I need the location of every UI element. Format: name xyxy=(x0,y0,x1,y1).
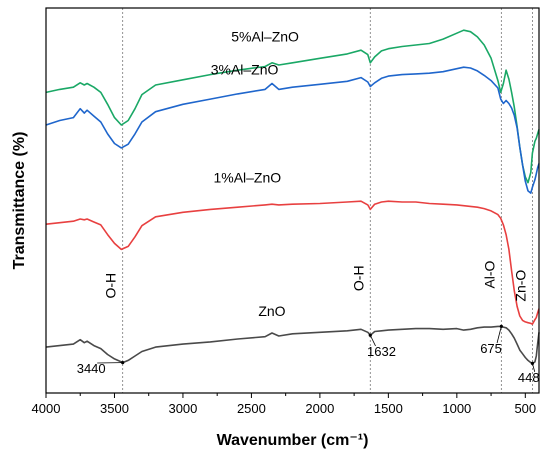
band-annotation: O-H xyxy=(350,265,366,291)
band-annotation: Zn-O xyxy=(512,270,528,302)
peak-arrow-head xyxy=(499,324,503,328)
peak-arrow xyxy=(369,335,376,347)
band-annotations: O-H O-H Al-O Zn-O xyxy=(103,260,529,301)
x-tick-label: 1500 xyxy=(374,401,403,416)
band-annotation: Al-O xyxy=(481,260,497,288)
series-label: 1%Al–ZnO xyxy=(213,170,281,186)
series-label: ZnO xyxy=(258,303,285,319)
peak-arrow xyxy=(496,326,502,344)
peak-arrow-head xyxy=(530,361,535,365)
x-axis-ticks: 4000 3500 3000 2500 2000 1500 1000 500 xyxy=(32,393,536,416)
plot-frame xyxy=(45,7,540,394)
reference-lines xyxy=(122,8,533,393)
peak-label: 3440 xyxy=(77,361,106,376)
x-axis-title: Wavenumber (cm⁻¹) xyxy=(217,432,369,449)
peak-label: 1632 xyxy=(367,344,396,359)
peak-label: 675 xyxy=(480,341,502,356)
x-tick-label: 1000 xyxy=(442,401,471,416)
series-line xyxy=(45,29,540,184)
axes xyxy=(45,7,540,394)
x-tick-label: 3500 xyxy=(100,401,129,416)
x-tick-label: 4000 xyxy=(32,401,61,416)
series-label: 5%Al–ZnO xyxy=(231,28,299,44)
series-line xyxy=(45,66,540,194)
band-annotation: O-H xyxy=(103,273,119,299)
y-axis-title: Transmittance (%) xyxy=(11,132,28,270)
series-line xyxy=(45,200,540,325)
series-label: 3%Al–ZnO xyxy=(211,62,279,78)
x-tick-label: 2000 xyxy=(305,401,334,416)
x-tick-label: 3000 xyxy=(168,401,197,416)
series-labels: 5%Al–ZnO 3%Al–ZnO 1%Al–ZnO ZnO xyxy=(211,28,299,319)
series-lines xyxy=(45,29,540,365)
x-tick-label: 2500 xyxy=(237,401,266,416)
peak-arrow-head xyxy=(368,333,372,337)
series-line xyxy=(45,325,540,365)
peak-arrow-head xyxy=(121,361,125,365)
peak-label: 448 xyxy=(518,370,540,385)
x-tick-label: 500 xyxy=(514,401,536,416)
peak-labels: 3440 1632 675 448 xyxy=(77,324,540,385)
